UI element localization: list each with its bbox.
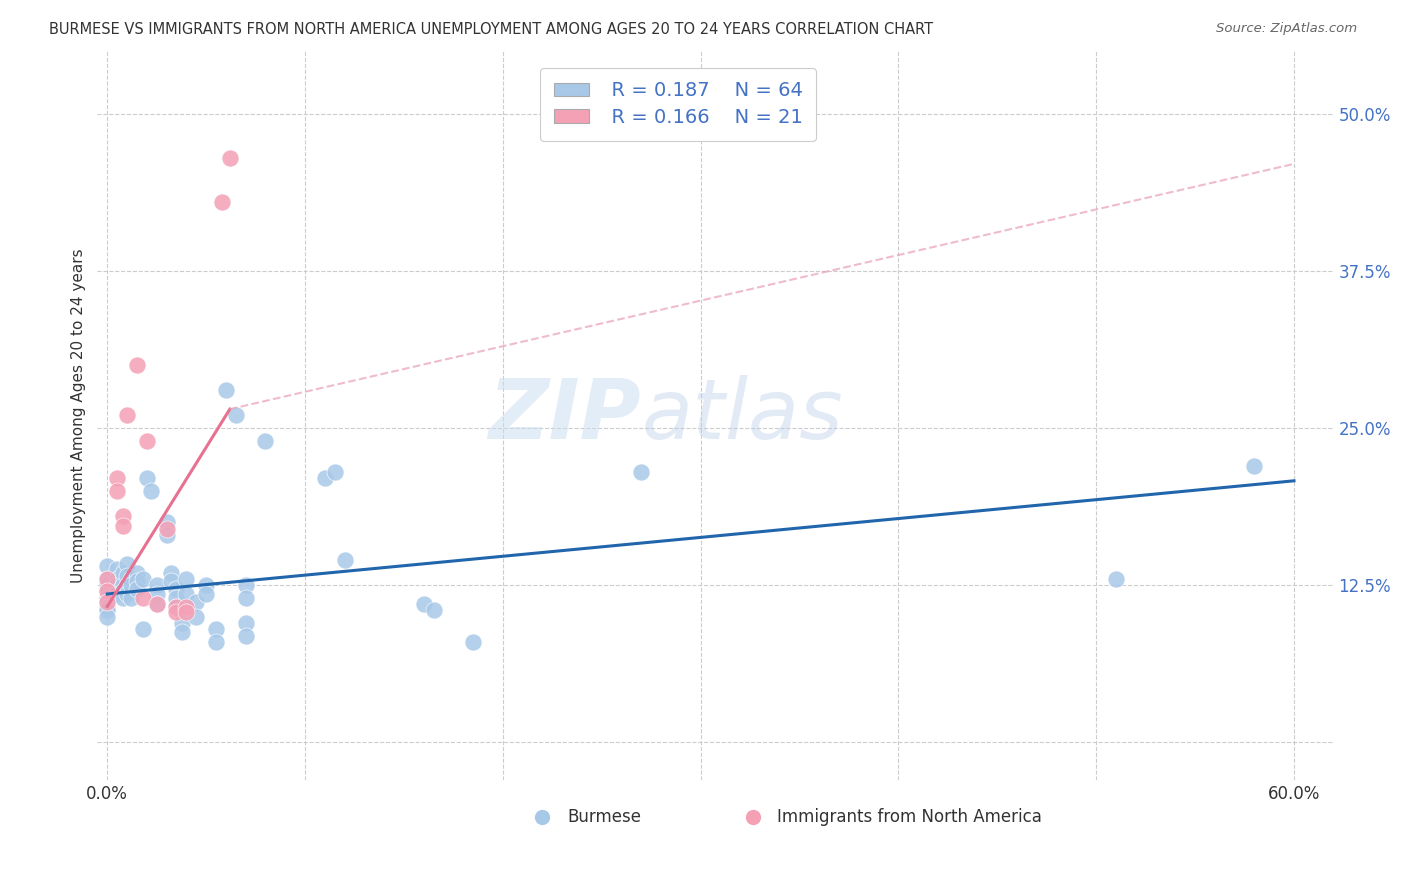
Point	[112, 566, 135, 580]
Point	[115, 578, 138, 592]
Point	[235, 628, 257, 642]
Point	[105, 587, 128, 601]
Point	[125, 358, 148, 372]
Point	[115, 409, 138, 423]
Point	[205, 622, 228, 636]
Point	[218, 151, 240, 165]
Point	[125, 566, 148, 580]
Point	[176, 599, 198, 614]
Point	[166, 599, 188, 614]
Point	[186, 609, 208, 624]
Point	[215, 384, 238, 398]
Point	[155, 528, 177, 542]
Point	[112, 584, 135, 599]
Text: BURMESE VS IMMIGRANTS FROM NORTH AMERICA UNEMPLOYMENT AMONG AGES 20 TO 24 YEARS : BURMESE VS IMMIGRANTS FROM NORTH AMERICA…	[49, 22, 934, 37]
Point	[808, 798, 831, 813]
Text: ZIP: ZIP	[489, 375, 641, 456]
Point	[115, 557, 138, 571]
Point	[112, 519, 135, 533]
Point	[205, 634, 228, 648]
Point	[120, 591, 142, 605]
Point	[172, 624, 194, 639]
Point	[96, 584, 118, 599]
Text: atlas: atlas	[641, 375, 842, 456]
Point	[120, 578, 142, 592]
Point	[96, 599, 118, 614]
Point	[314, 471, 336, 485]
Point	[105, 471, 128, 485]
Point	[139, 483, 162, 498]
Point	[96, 609, 118, 624]
Point	[96, 572, 118, 586]
Point	[172, 615, 194, 630]
Point	[96, 559, 118, 574]
Point	[96, 594, 118, 608]
Point	[176, 605, 198, 619]
Point	[125, 574, 148, 589]
Point	[235, 578, 257, 592]
Point	[166, 599, 188, 614]
Point	[422, 603, 444, 617]
Point	[159, 566, 181, 580]
Point	[145, 578, 167, 592]
Point	[105, 578, 128, 592]
Point	[155, 516, 177, 530]
Point	[145, 597, 167, 611]
Point	[105, 483, 128, 498]
Point	[125, 582, 148, 596]
Point	[195, 587, 218, 601]
Point	[159, 574, 181, 589]
Point	[225, 409, 247, 423]
Point	[186, 594, 208, 608]
Point	[1105, 572, 1128, 586]
Point	[166, 605, 188, 619]
Point	[166, 591, 188, 605]
Point	[1144, 798, 1167, 813]
Point	[112, 578, 135, 592]
Point	[145, 587, 167, 601]
Point	[323, 465, 346, 479]
Point	[132, 572, 155, 586]
Point	[96, 594, 118, 608]
Point	[333, 553, 356, 567]
Point	[96, 578, 118, 592]
Point	[120, 572, 142, 586]
Point	[96, 572, 118, 586]
Point	[105, 572, 128, 586]
Point	[155, 522, 177, 536]
Point	[235, 615, 257, 630]
Point	[112, 591, 135, 605]
Point	[135, 434, 157, 448]
Point	[176, 587, 198, 601]
Point	[176, 572, 198, 586]
Point	[96, 584, 118, 599]
Text: Immigrants from North America: Immigrants from North America	[778, 807, 1042, 826]
Point	[132, 622, 155, 636]
Point	[115, 569, 138, 583]
Legend:   R = 0.187    N = 64,   R = 0.166    N = 21: R = 0.187 N = 64, R = 0.166 N = 21	[540, 68, 817, 141]
Point	[115, 587, 138, 601]
Text: Source: ZipAtlas.com: Source: ZipAtlas.com	[1216, 22, 1357, 36]
Point	[463, 634, 485, 648]
Text: Burmese: Burmese	[567, 807, 641, 826]
Point	[254, 434, 277, 448]
Point	[235, 591, 257, 605]
Point	[105, 562, 128, 576]
Y-axis label: Unemployment Among Ages 20 to 24 years: Unemployment Among Ages 20 to 24 years	[72, 248, 86, 582]
Point	[145, 597, 167, 611]
Point	[112, 509, 135, 524]
Point	[211, 194, 233, 209]
Point	[1243, 458, 1265, 473]
Point	[135, 471, 157, 485]
Point	[166, 582, 188, 596]
Point	[96, 603, 118, 617]
Point	[412, 597, 434, 611]
Point	[630, 465, 652, 479]
Point	[96, 591, 118, 605]
Point	[195, 578, 218, 592]
Point	[132, 591, 155, 605]
